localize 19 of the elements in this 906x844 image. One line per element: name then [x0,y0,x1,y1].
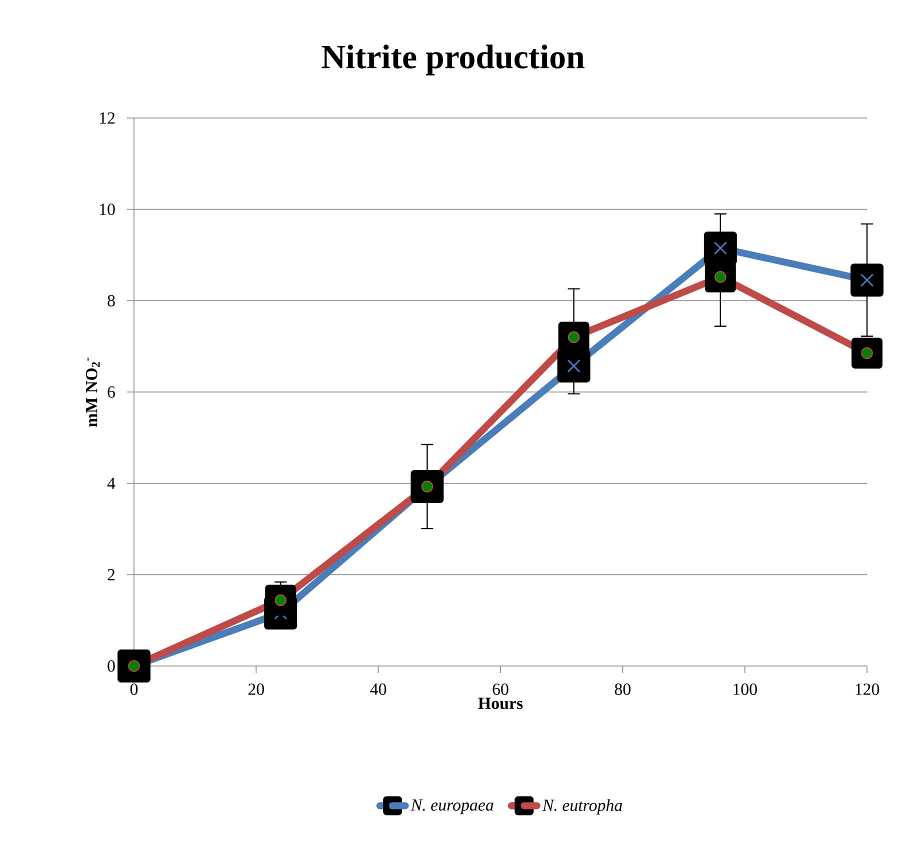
legend-label: N. eutropha [542,799,622,814]
y-axis-title: mM NO$_{2}$- [86,358,100,427]
x-tick-label: 60 [492,684,508,695]
x-tick-label: 40 [370,684,386,695]
y-tick-label: 6 [108,386,115,398]
x-tick-label: 20 [248,684,264,695]
x-axis-title: Hours [478,698,523,710]
y-tick-label: 4 [107,478,116,489]
x-tick-label: 120 [856,684,880,695]
legend-label: N. europaea [410,799,494,814]
y-tick-label: 8 [108,294,115,306]
chart-title: Nitrite production [322,44,584,76]
y-tick-label: 12 [100,112,115,124]
x-tick-label: 0 [130,684,138,695]
y-tick-label: 0 [108,660,115,672]
x-tick-label: 80 [614,684,630,695]
x-tick-label: 100 [734,684,757,695]
y-tick-label: 2 [108,569,115,580]
y-tick-label: 10 [100,204,115,216]
